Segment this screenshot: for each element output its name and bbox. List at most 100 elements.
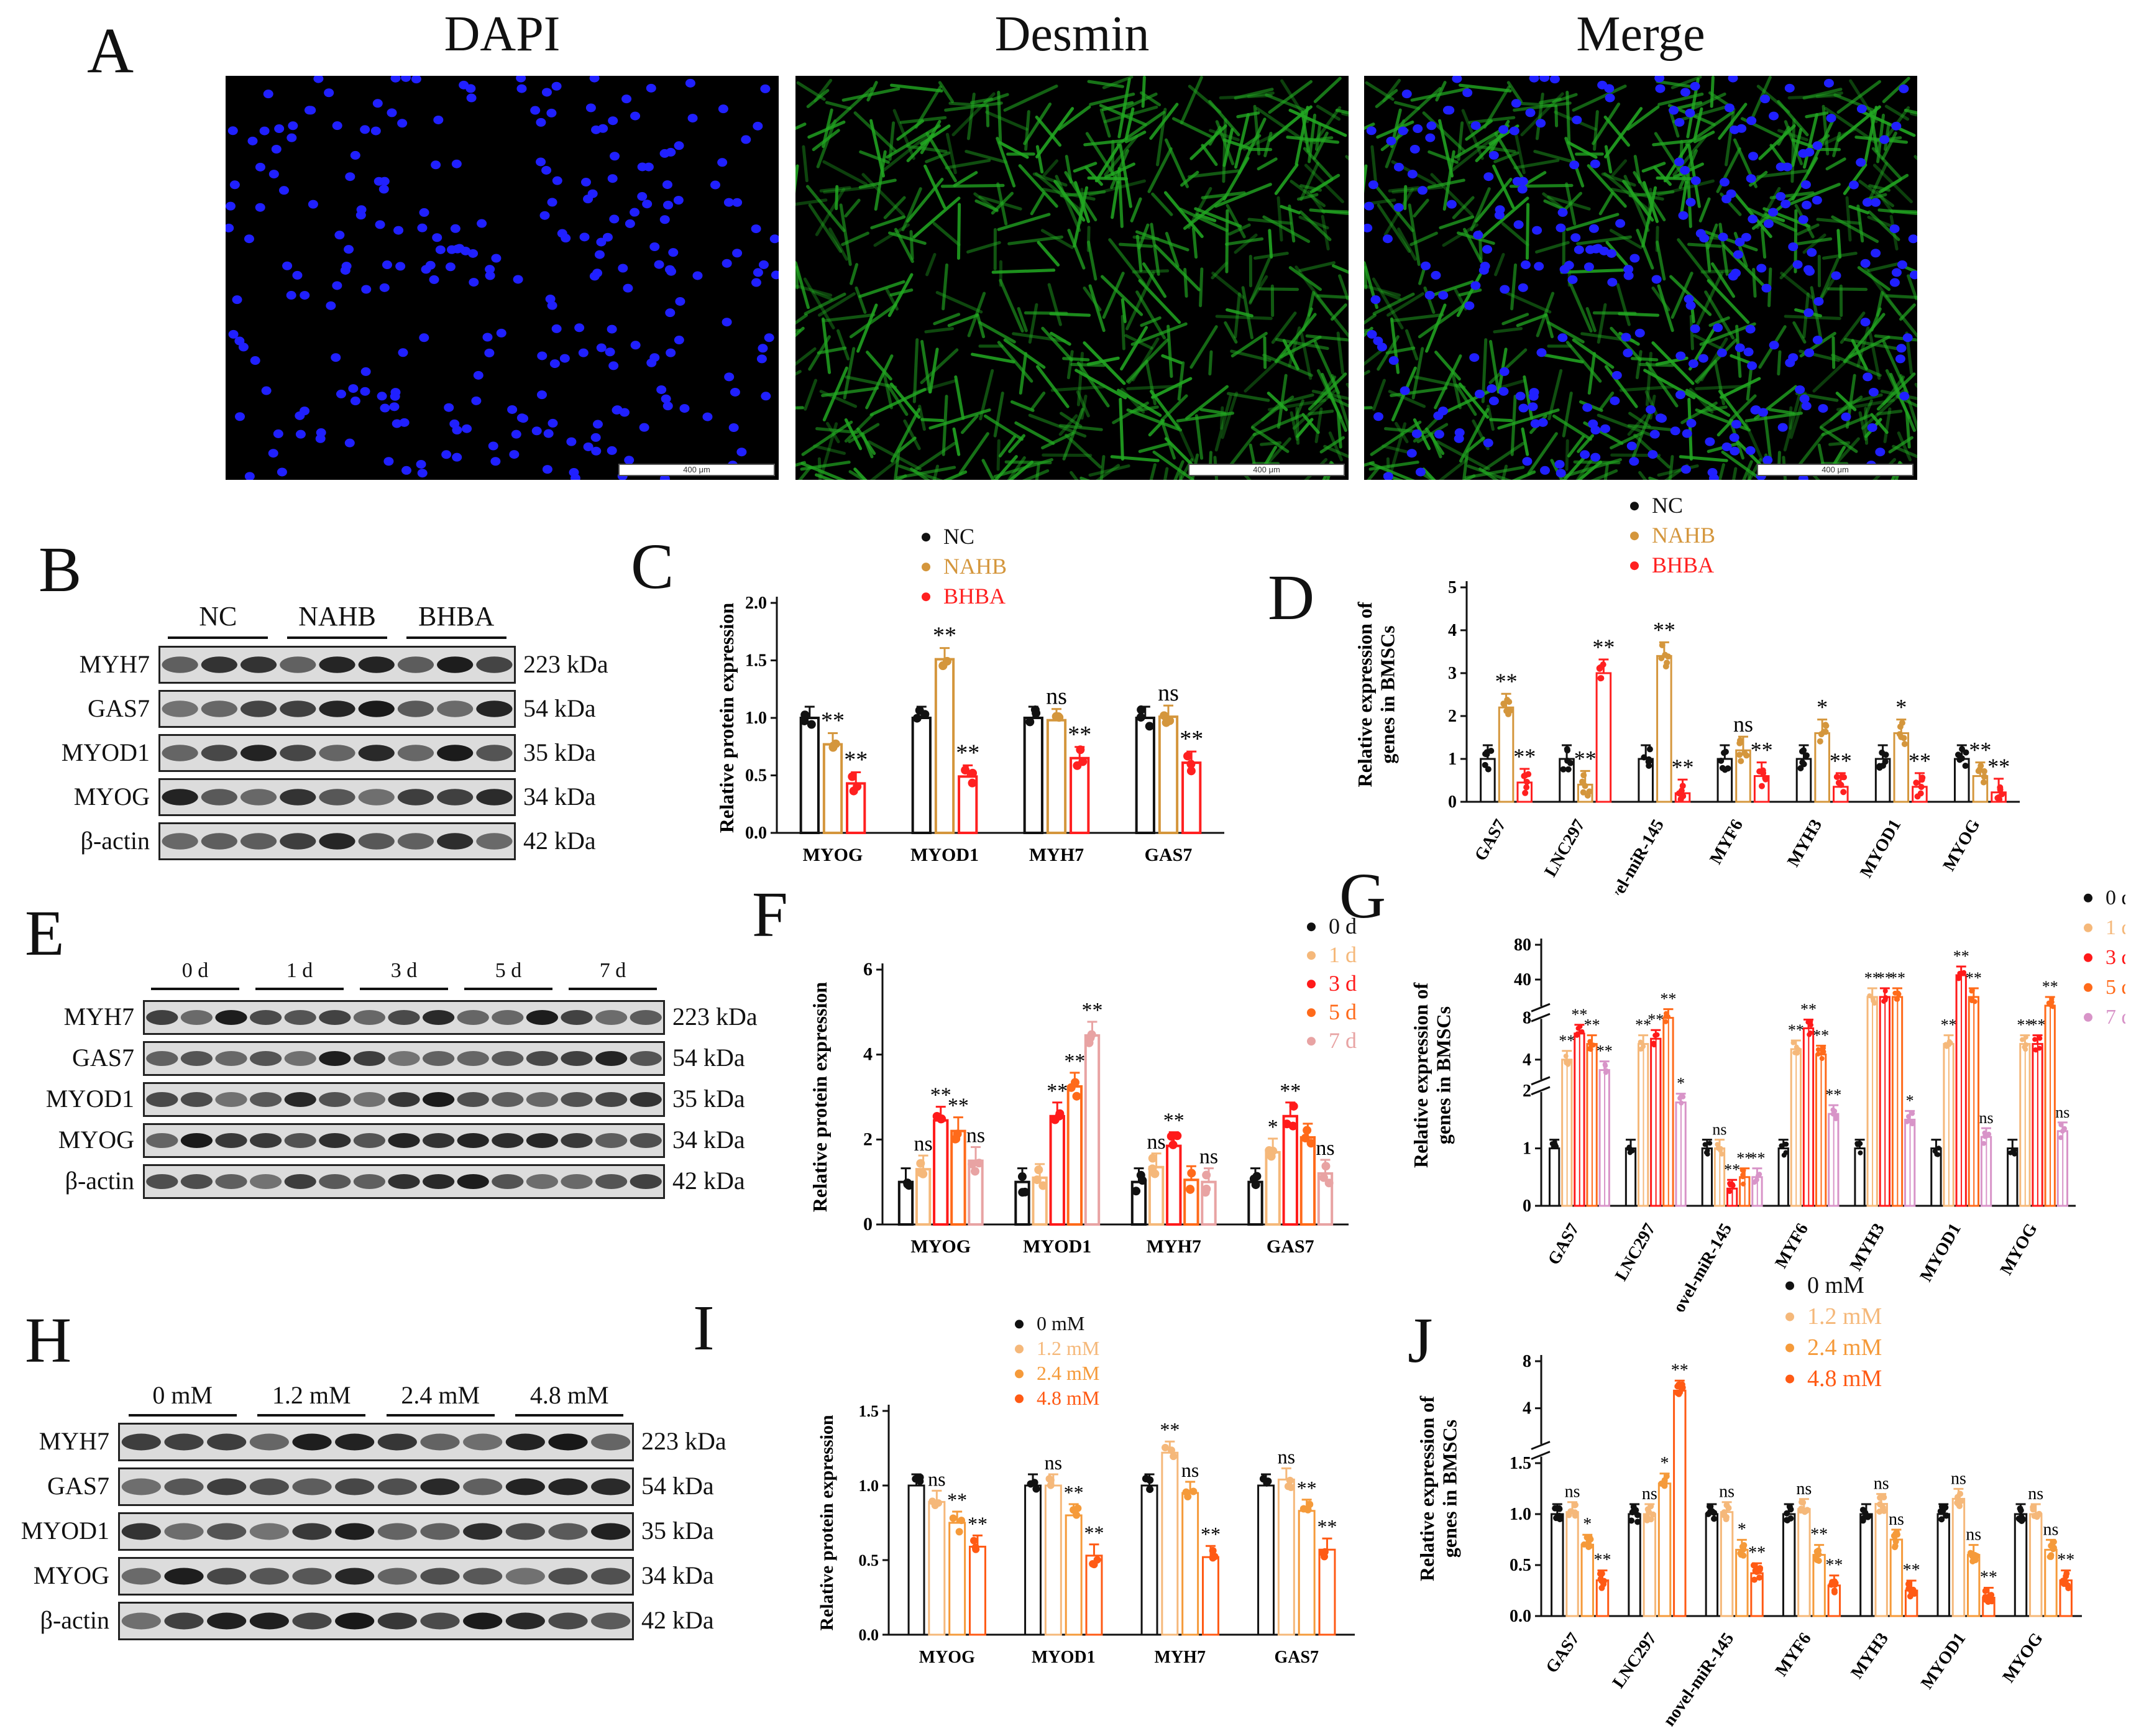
nucleus	[1438, 406, 1449, 416]
legend-marker	[1630, 502, 1639, 511]
legend-marker	[2084, 893, 2092, 902]
fiber	[906, 178, 944, 223]
data-point	[1662, 651, 1669, 658]
fiber	[1321, 372, 1347, 432]
fiber	[835, 185, 839, 211]
nucleus	[1730, 125, 1740, 134]
band	[476, 700, 513, 717]
band	[397, 789, 434, 806]
nucleus	[1769, 111, 1779, 121]
nucleus	[756, 354, 767, 364]
significance-label: **	[1064, 1481, 1084, 1504]
fiber	[1084, 166, 1103, 186]
data-point	[1630, 1504, 1637, 1510]
significance-label: ns	[2028, 1484, 2043, 1504]
data-point	[1664, 659, 1670, 666]
nucleus	[441, 450, 452, 459]
data-point	[1707, 1503, 1714, 1510]
blot-group-underline	[255, 988, 344, 990]
blot-row-name: MYOD1	[61, 738, 150, 766]
fiber	[1687, 397, 1693, 461]
fiber	[1710, 262, 1736, 298]
fiber	[935, 291, 983, 314]
fiber	[1793, 237, 1833, 246]
band	[377, 1612, 417, 1630]
fiber	[901, 187, 922, 232]
fiber	[1080, 394, 1088, 420]
fiber	[1670, 76, 1702, 90]
nucleus	[417, 469, 428, 478]
data-point	[1727, 1189, 1733, 1195]
y-tick-label: 4	[863, 1044, 873, 1065]
data-point	[1084, 1038, 1094, 1047]
nucleus	[1626, 441, 1637, 451]
fiber	[993, 392, 1004, 438]
data-point	[1942, 1504, 1949, 1511]
nucleus	[361, 285, 372, 294]
legend-marker	[1785, 1343, 1794, 1353]
fiber	[1732, 191, 1772, 239]
fiber	[1103, 105, 1158, 124]
data-point	[1167, 1446, 1175, 1454]
fiber	[1742, 460, 1753, 480]
y-tick-label: 2	[1448, 707, 1457, 726]
legend-marker	[922, 592, 930, 602]
nucleus	[1685, 301, 1696, 310]
nucleus	[1745, 324, 1756, 334]
data-point	[1186, 1185, 1195, 1194]
nucleus	[244, 472, 255, 480]
x-tick-label: MYH3	[1784, 816, 1826, 870]
nucleus	[390, 76, 401, 83]
data-point	[1282, 1119, 1291, 1129]
nucleus	[1556, 469, 1566, 478]
significance-label: **	[1980, 1568, 1997, 1587]
fiber	[804, 292, 846, 316]
nucleus	[630, 208, 640, 217]
nucleus	[1532, 226, 1542, 235]
nucleus	[730, 387, 740, 397]
bar	[822, 743, 843, 834]
nucleus	[1370, 295, 1381, 305]
nucleus	[661, 394, 671, 403]
fiber	[795, 261, 810, 310]
bar	[1065, 1514, 1083, 1636]
bar	[1298, 1510, 1316, 1636]
nucleus	[268, 449, 278, 458]
fiber	[1141, 76, 1146, 108]
nucleus	[1557, 333, 1568, 342]
fiber	[1787, 94, 1841, 99]
nucleus	[1761, 283, 1772, 293]
nucleus	[1831, 271, 1841, 280]
nucleus	[654, 260, 664, 269]
y-tick-label: 1.5	[859, 1402, 879, 1420]
nucleus	[673, 196, 684, 205]
data-point	[1165, 716, 1175, 725]
fiber	[991, 269, 1056, 274]
fiber	[938, 81, 954, 103]
data-point	[1677, 1389, 1684, 1395]
significance-label: **	[1513, 744, 1536, 769]
fiber	[1364, 370, 1370, 376]
fiber	[1058, 424, 1103, 431]
significance-label: *	[1268, 1116, 1278, 1139]
data-point	[1881, 1507, 1887, 1514]
fiber	[1050, 385, 1106, 392]
blot-group-label: BHBA	[418, 601, 495, 631]
fiber	[1385, 346, 1416, 355]
fiber	[825, 101, 852, 111]
fiber	[1677, 238, 1715, 286]
nucleus	[607, 324, 617, 334]
fiber	[1462, 474, 1476, 480]
fiber	[1910, 112, 1917, 117]
data-point	[1160, 711, 1169, 720]
nucleus	[1434, 429, 1444, 439]
fiber	[1858, 411, 1867, 441]
data-point	[1590, 1042, 1596, 1048]
blot-band-strip	[158, 778, 516, 816]
blot-group-label: 5 d	[495, 959, 522, 982]
fiber	[1316, 104, 1341, 121]
fiber	[940, 183, 1005, 188]
fiber	[1610, 431, 1643, 449]
data-point	[1997, 784, 2004, 791]
fiber	[1576, 235, 1632, 246]
